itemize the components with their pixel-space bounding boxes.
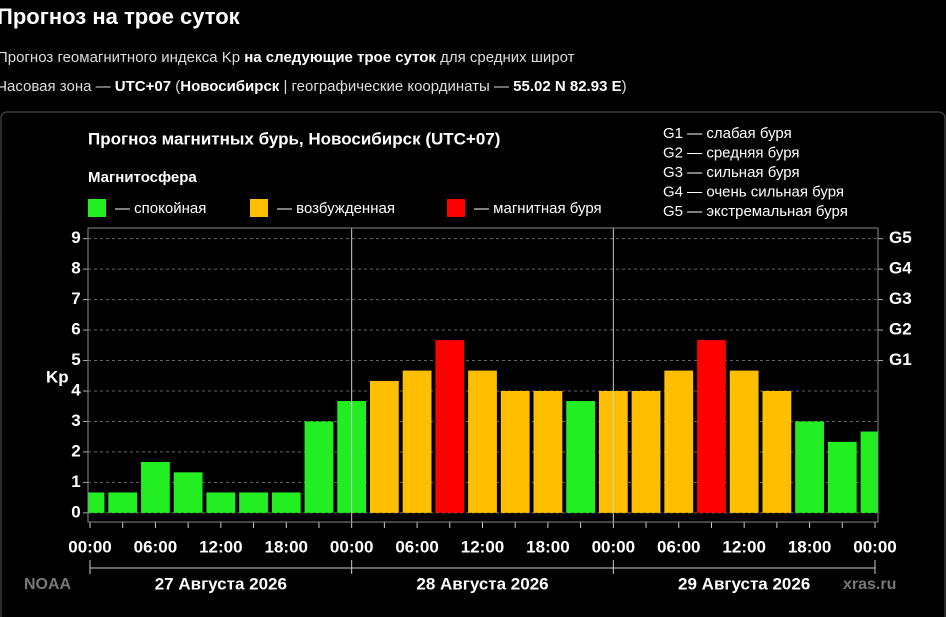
bar [664,370,694,513]
x-tick-label: 00:00 [330,537,373,556]
y2-tick-label: G3 [889,289,912,308]
bar [729,370,759,513]
text-run: 55.02 N 82.93 E [513,78,622,95]
y-tick-label: 7 [71,289,80,308]
bar [500,390,530,513]
legend-label: — спокойная [115,200,206,217]
scale-note: G2 — средняя буря [663,144,800,161]
legend-swatch [447,199,465,217]
y-tick-label: 3 [71,411,80,430]
bar [173,472,203,513]
scale-note: G5 — экстремальная буря [663,203,848,220]
y-tick-label: 5 [71,350,80,369]
bar [402,370,432,513]
text-run: ) [621,78,627,95]
timezone-line: Часовая зона — UTC+07 (Новосибирск | гео… [0,78,627,95]
x-tick-label: 18:00 [788,537,831,556]
page-title: Прогноз на трое суток [0,4,240,29]
x-tick-label: 12:00 [461,537,504,556]
text-run: ( [171,78,181,95]
bar [304,421,334,513]
x-tick-label: 00:00 [853,537,896,556]
bar [369,380,399,513]
y-tick-label: 0 [71,502,80,521]
scale-note: G3 — сильная буря [663,164,800,181]
bar [468,370,497,513]
bar [108,492,138,513]
bar [435,340,465,513]
text-run: для средних широт [435,49,575,66]
y-tick-label: 9 [71,228,80,247]
bar [827,441,857,513]
y-axis-label: Kp [46,367,69,386]
y-tick-label: 1 [71,472,80,491]
x-tick-label: 06:00 [395,537,438,556]
x-tick-label: 00:00 [592,537,635,556]
subtitle: Прогноз геомагнитного индекса Kp на след… [0,49,574,66]
text-run: UTC+07 [114,78,172,95]
legend-label: — возбужденная [277,200,395,217]
plot-frame [87,227,879,523]
x-tick-label: 06:00 [657,537,700,556]
bar [697,340,726,513]
source: NOAA [24,576,72,593]
date-label: 29 Августа 2026 [678,574,810,593]
text-run: на следующие трое суток [244,49,436,66]
bar [141,461,170,513]
x-tick-label: 06:00 [134,537,177,556]
y-tick-label: 2 [71,441,80,460]
text-run: Часовая зона — [0,78,115,95]
date-label: 27 Августа 2026 [155,574,287,593]
y-tick-label: 4 [71,380,81,399]
bar [271,492,301,513]
source: xras.ru [843,576,896,593]
chart-title: Прогноз магнитных бурь, Новосибирск (UTC… [88,129,500,148]
legend-label: — магнитная буря [474,200,602,217]
bar [631,390,661,513]
legend-title: Магнитосфера [88,169,197,186]
bar [206,492,236,513]
y2-tick-label: G5 [889,228,912,247]
x-tick-label: 00:00 [68,537,111,556]
bar [566,401,596,513]
scale-note: G4 — очень сильная буря [663,183,844,200]
legend-swatch [88,199,106,217]
bar [795,421,824,513]
x-tick-label: 12:00 [722,537,765,556]
date-label: 28 Августа 2026 [416,574,548,593]
bar [88,492,105,513]
bar [533,390,563,513]
y2-tick-label: G2 [889,320,912,339]
bar [860,431,878,513]
x-tick-label: 18:00 [526,537,569,556]
legend-swatch [250,199,268,217]
scale-note: G1 — слабая буря [663,125,792,142]
x-tick-label: 18:00 [265,537,308,556]
bar [762,390,792,513]
y2-tick-label: G1 [889,350,912,369]
x-tick-label: 12:00 [199,537,242,556]
text-run: Прогноз геомагнитного индекса Kp [0,49,245,66]
y-tick-label: 6 [71,320,80,339]
text-run: Новосибирск [180,78,280,95]
bar [239,492,268,513]
text-run: | географические координаты — [279,78,514,95]
y2-tick-label: G4 [889,259,912,278]
y-tick-label: 8 [71,259,80,278]
